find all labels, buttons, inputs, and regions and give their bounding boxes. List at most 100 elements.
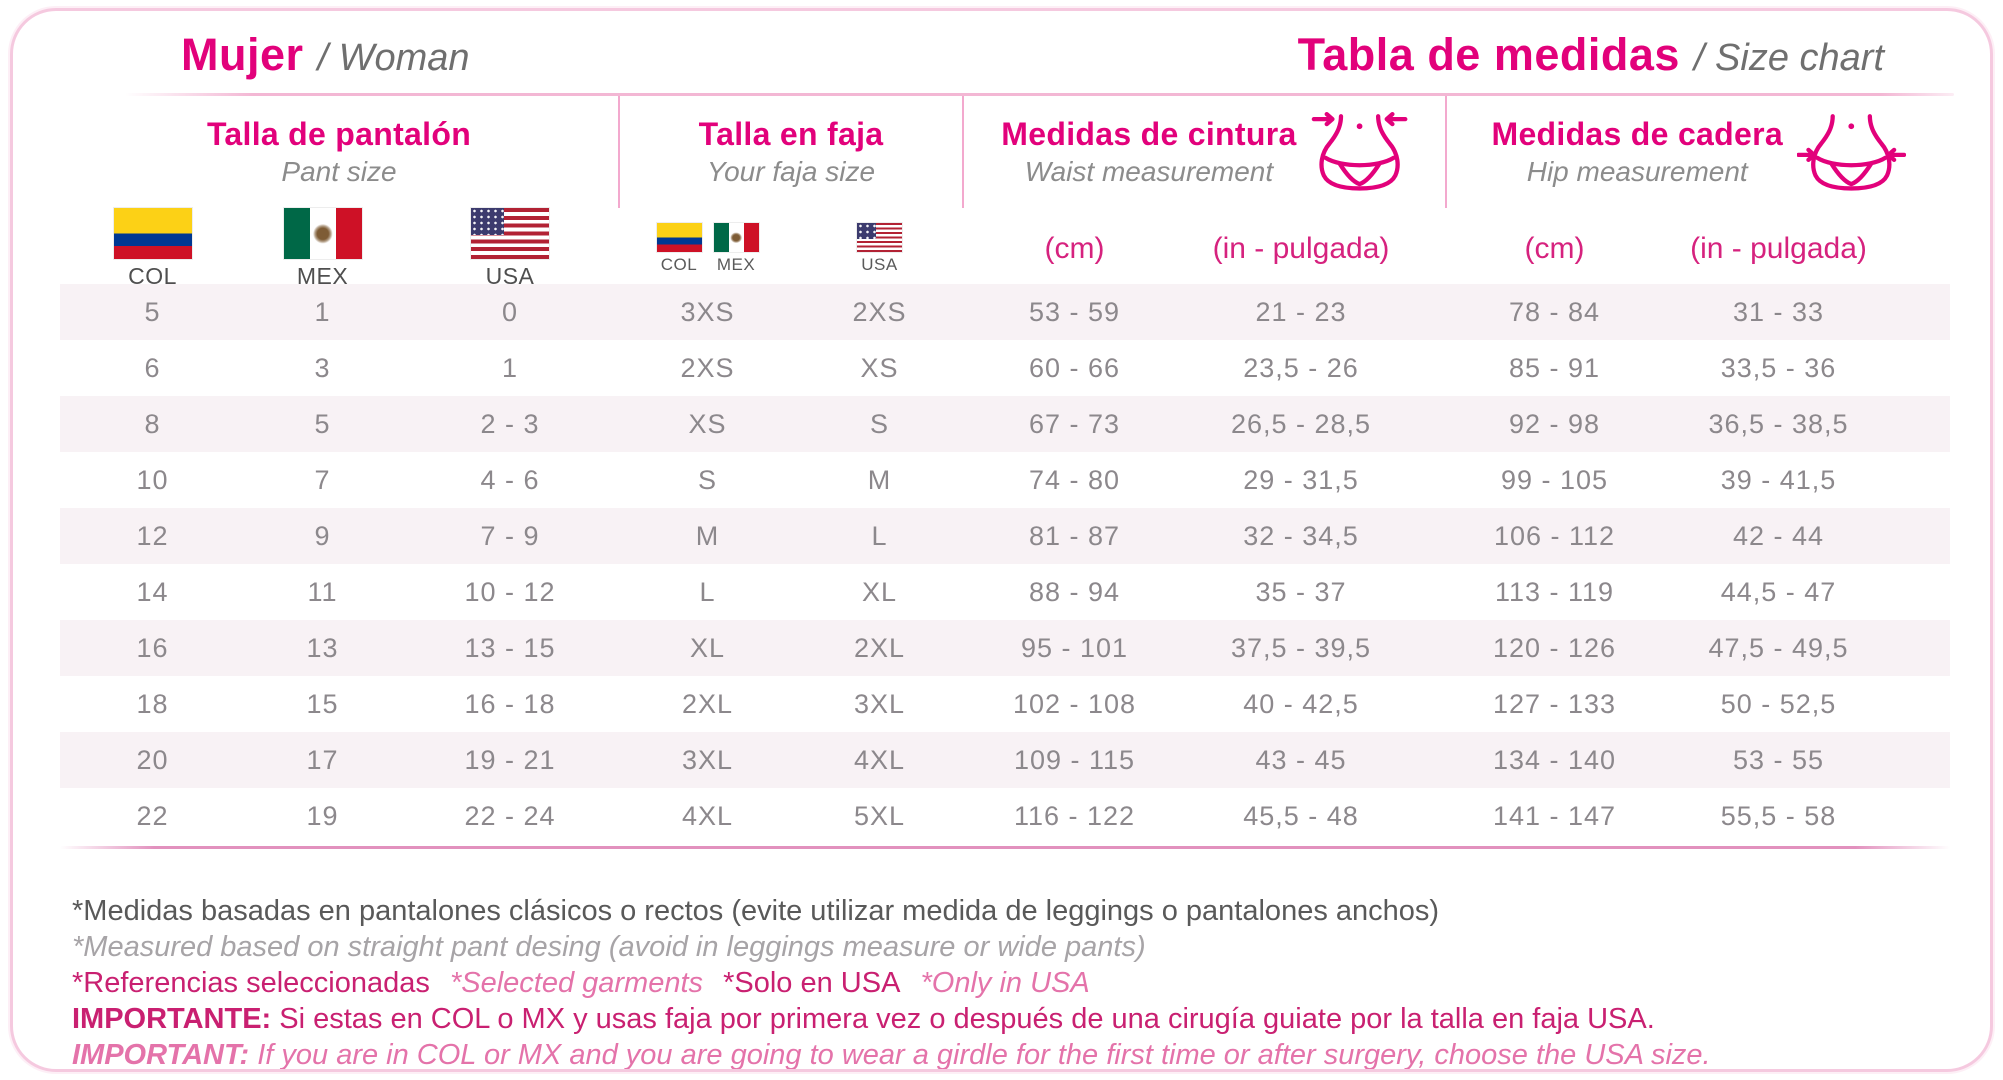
cell-waist-in: 23,5 - 26: [1243, 352, 1359, 383]
cell-faja-usa: XL: [861, 576, 898, 607]
cell-faja-colmex: XS: [688, 408, 727, 439]
cell-pant-col: 6: [144, 352, 161, 383]
cell-hip-in: 39 - 41,5: [1720, 464, 1837, 495]
cell-hip-in: 42 - 44: [1732, 520, 1825, 551]
cell-waist-cm: 102 - 108: [1012, 688, 1137, 719]
usa-flag-icon: [471, 208, 549, 259]
cell-faja-usa: 4XL: [853, 744, 906, 775]
header: Mujer / Woman Tabla de medidas / Size ch…: [181, 29, 1884, 81]
cell-hip-in: 44,5 - 47: [1720, 576, 1837, 607]
cell-faja-usa: 2XS: [852, 296, 907, 327]
cell-hip-cm: 120 - 126: [1492, 632, 1617, 663]
colombia-flag-icon: [113, 208, 192, 259]
waist-heading: Medidas de cintura Waist measurement: [1001, 116, 1296, 188]
cell-pant-usa: 22 - 24: [464, 800, 556, 831]
cell-pant-col: 18: [136, 688, 169, 719]
cell-faja-usa: 5XL: [853, 800, 906, 831]
cell-pant-mex: 17: [306, 744, 339, 775]
cell-faja-colmex: 4XL: [681, 800, 734, 831]
cell-hip-in: 33,5 - 36: [1720, 352, 1837, 383]
flag-label: COL: [660, 255, 698, 274]
cell-hip-in: 55,5 - 58: [1720, 800, 1837, 831]
note-important-en: IMPORTANT: If you are in COL or MX and yo…: [72, 1037, 1990, 1069]
title-mujer: Mujer: [181, 29, 304, 80]
cell-pant-col: 22: [136, 800, 169, 831]
table-row: 5 1 0 3XS 2XS 53 - 59 21 - 23 78 - 84 31 - 33: [60, 284, 1950, 340]
faja-mex-flagstack: MEX: [713, 223, 759, 275]
hip-heading: Medidas de cadera Hip measurement: [1491, 116, 1782, 188]
cell-faja-usa: M: [867, 464, 892, 495]
cell-waist-cm: 95 - 101: [1020, 632, 1129, 663]
note-references: *Referencias seleccionadas *Selected gar…: [72, 965, 1990, 1001]
group-subtitle-waist: Waist measurement: [1024, 156, 1274, 187]
cell-pant-usa: 10 - 12: [464, 576, 556, 607]
cell-pant-col: 8: [144, 408, 161, 439]
cell-faja-colmex: XL: [689, 632, 726, 663]
note-measure-es: *Medidas basadas en pantalones clásicos …: [72, 895, 1440, 927]
waist-cm-column-header: (cm): [1044, 232, 1105, 265]
cell-pant-mex: 9: [314, 520, 331, 551]
cell-hip-in: 31 - 33: [1732, 296, 1825, 327]
cell-pant-usa: 4 - 6: [480, 464, 540, 495]
column-group-waist: Medidas de cintura Waist measurement: [964, 96, 1447, 208]
cell-faja-usa: L: [871, 520, 888, 551]
note-measure-en: *Measured based on straight pant desing …: [72, 931, 1146, 963]
cell-faja-colmex: 3XS: [680, 296, 735, 327]
table-row: 14 11 10 - 12 L XL 88 - 94 35 - 37 113 - 119 44,…: [60, 564, 1950, 620]
pant-col-column-header: COL: [60, 208, 245, 290]
group-subtitle-hip: Hip measurement: [1526, 156, 1748, 187]
cell-pant-mex: 15: [306, 688, 339, 719]
footnotes: *Medidas basadas en pantalones clásicos …: [72, 893, 1990, 1069]
cell-hip-cm: 85 - 91: [1508, 352, 1601, 383]
subheader-row: COL MEX USA COL MEX: [60, 208, 1950, 289]
note-ref-es: *Referencias seleccionadas: [72, 967, 430, 999]
group-subtitle-faja: Your faja size: [706, 156, 876, 187]
column-group-header-row: Talla de pantalón Pant size Talla en faj…: [60, 96, 1950, 208]
cell-pant-col: 12: [136, 520, 169, 551]
cell-waist-cm: 81 - 87: [1028, 520, 1121, 551]
cell-waist-in: 43 - 45: [1255, 744, 1347, 775]
group-title-hip: Medidas de cadera: [1491, 116, 1783, 152]
table-row: 20 17 19 - 21 3XL 4XL 109 - 115 43 - 45 134 - 1…: [60, 732, 1950, 788]
cell-waist-cm: 60 - 66: [1028, 352, 1121, 383]
waist-in-column-header: (in - pulgada): [1212, 232, 1390, 265]
flag-label: COL: [128, 263, 177, 289]
cell-hip-cm: 127 - 133: [1492, 688, 1617, 719]
cell-faja-usa: S: [869, 408, 889, 439]
cell-pant-col: 10: [136, 464, 169, 495]
note-important-es: IMPORTANTE: Si estas en COL o MX y usas f…: [72, 1001, 1990, 1037]
cell-pant-mex: 19: [306, 800, 339, 831]
cell-pant-usa: 13 - 15: [464, 632, 556, 663]
cell-waist-cm: 53 - 59: [1028, 296, 1121, 327]
hip-measurement-icon: [1796, 114, 1906, 191]
waist-measurement-icon: [1311, 112, 1407, 191]
pant-size-heading: Talla de pantalón Pant size: [207, 116, 471, 188]
faja-usa-column-header: USA: [795, 223, 964, 275]
group-title-faja: Talla en faja: [698, 116, 884, 152]
cell-pant-usa: 2 - 3: [480, 408, 540, 439]
cell-faja-colmex: L: [699, 576, 716, 607]
cell-faja-colmex: 2XS: [680, 352, 735, 383]
cell-hip-cm: 92 - 98: [1508, 408, 1601, 439]
cell-hip-cm: 113 - 119: [1494, 576, 1615, 607]
subtitle-woman: / Woman: [317, 37, 470, 79]
pant-usa-column-header: USA: [400, 208, 620, 290]
table-row: 6 3 1 2XS XS 60 - 66 23,5 - 26 85 - 91 33,5 - 36: [60, 340, 1950, 396]
cell-faja-usa: 3XL: [853, 688, 906, 719]
column-group-hip: Medidas de cadera Hip measurement: [1447, 96, 1950, 208]
group-title-pant: Talla de pantalón: [206, 116, 472, 152]
cell-waist-in: 29 - 31,5: [1243, 464, 1359, 495]
cell-pant-usa: 0: [501, 296, 519, 327]
cell-pant-mex: 13: [306, 632, 339, 663]
cell-pant-col: 5: [144, 296, 161, 327]
cell-waist-in: 26,5 - 28,5: [1230, 408, 1372, 439]
cell-hip-in: 47,5 - 49,5: [1708, 632, 1849, 663]
usa-flag-icon: [857, 223, 902, 252]
cell-waist-cm: 88 - 94: [1028, 576, 1121, 607]
flag-label: USA: [485, 263, 535, 289]
cell-faja-usa: XS: [860, 352, 899, 383]
cell-waist-cm: 116 - 122: [1013, 800, 1136, 831]
cell-faja-usa: 2XL: [853, 632, 906, 663]
pant-mex-column-header: MEX: [245, 208, 400, 290]
table-row: 10 7 4 - 6 S M 74 - 80 29 - 31,5 99 - 105 39 - 4…: [60, 452, 1950, 508]
